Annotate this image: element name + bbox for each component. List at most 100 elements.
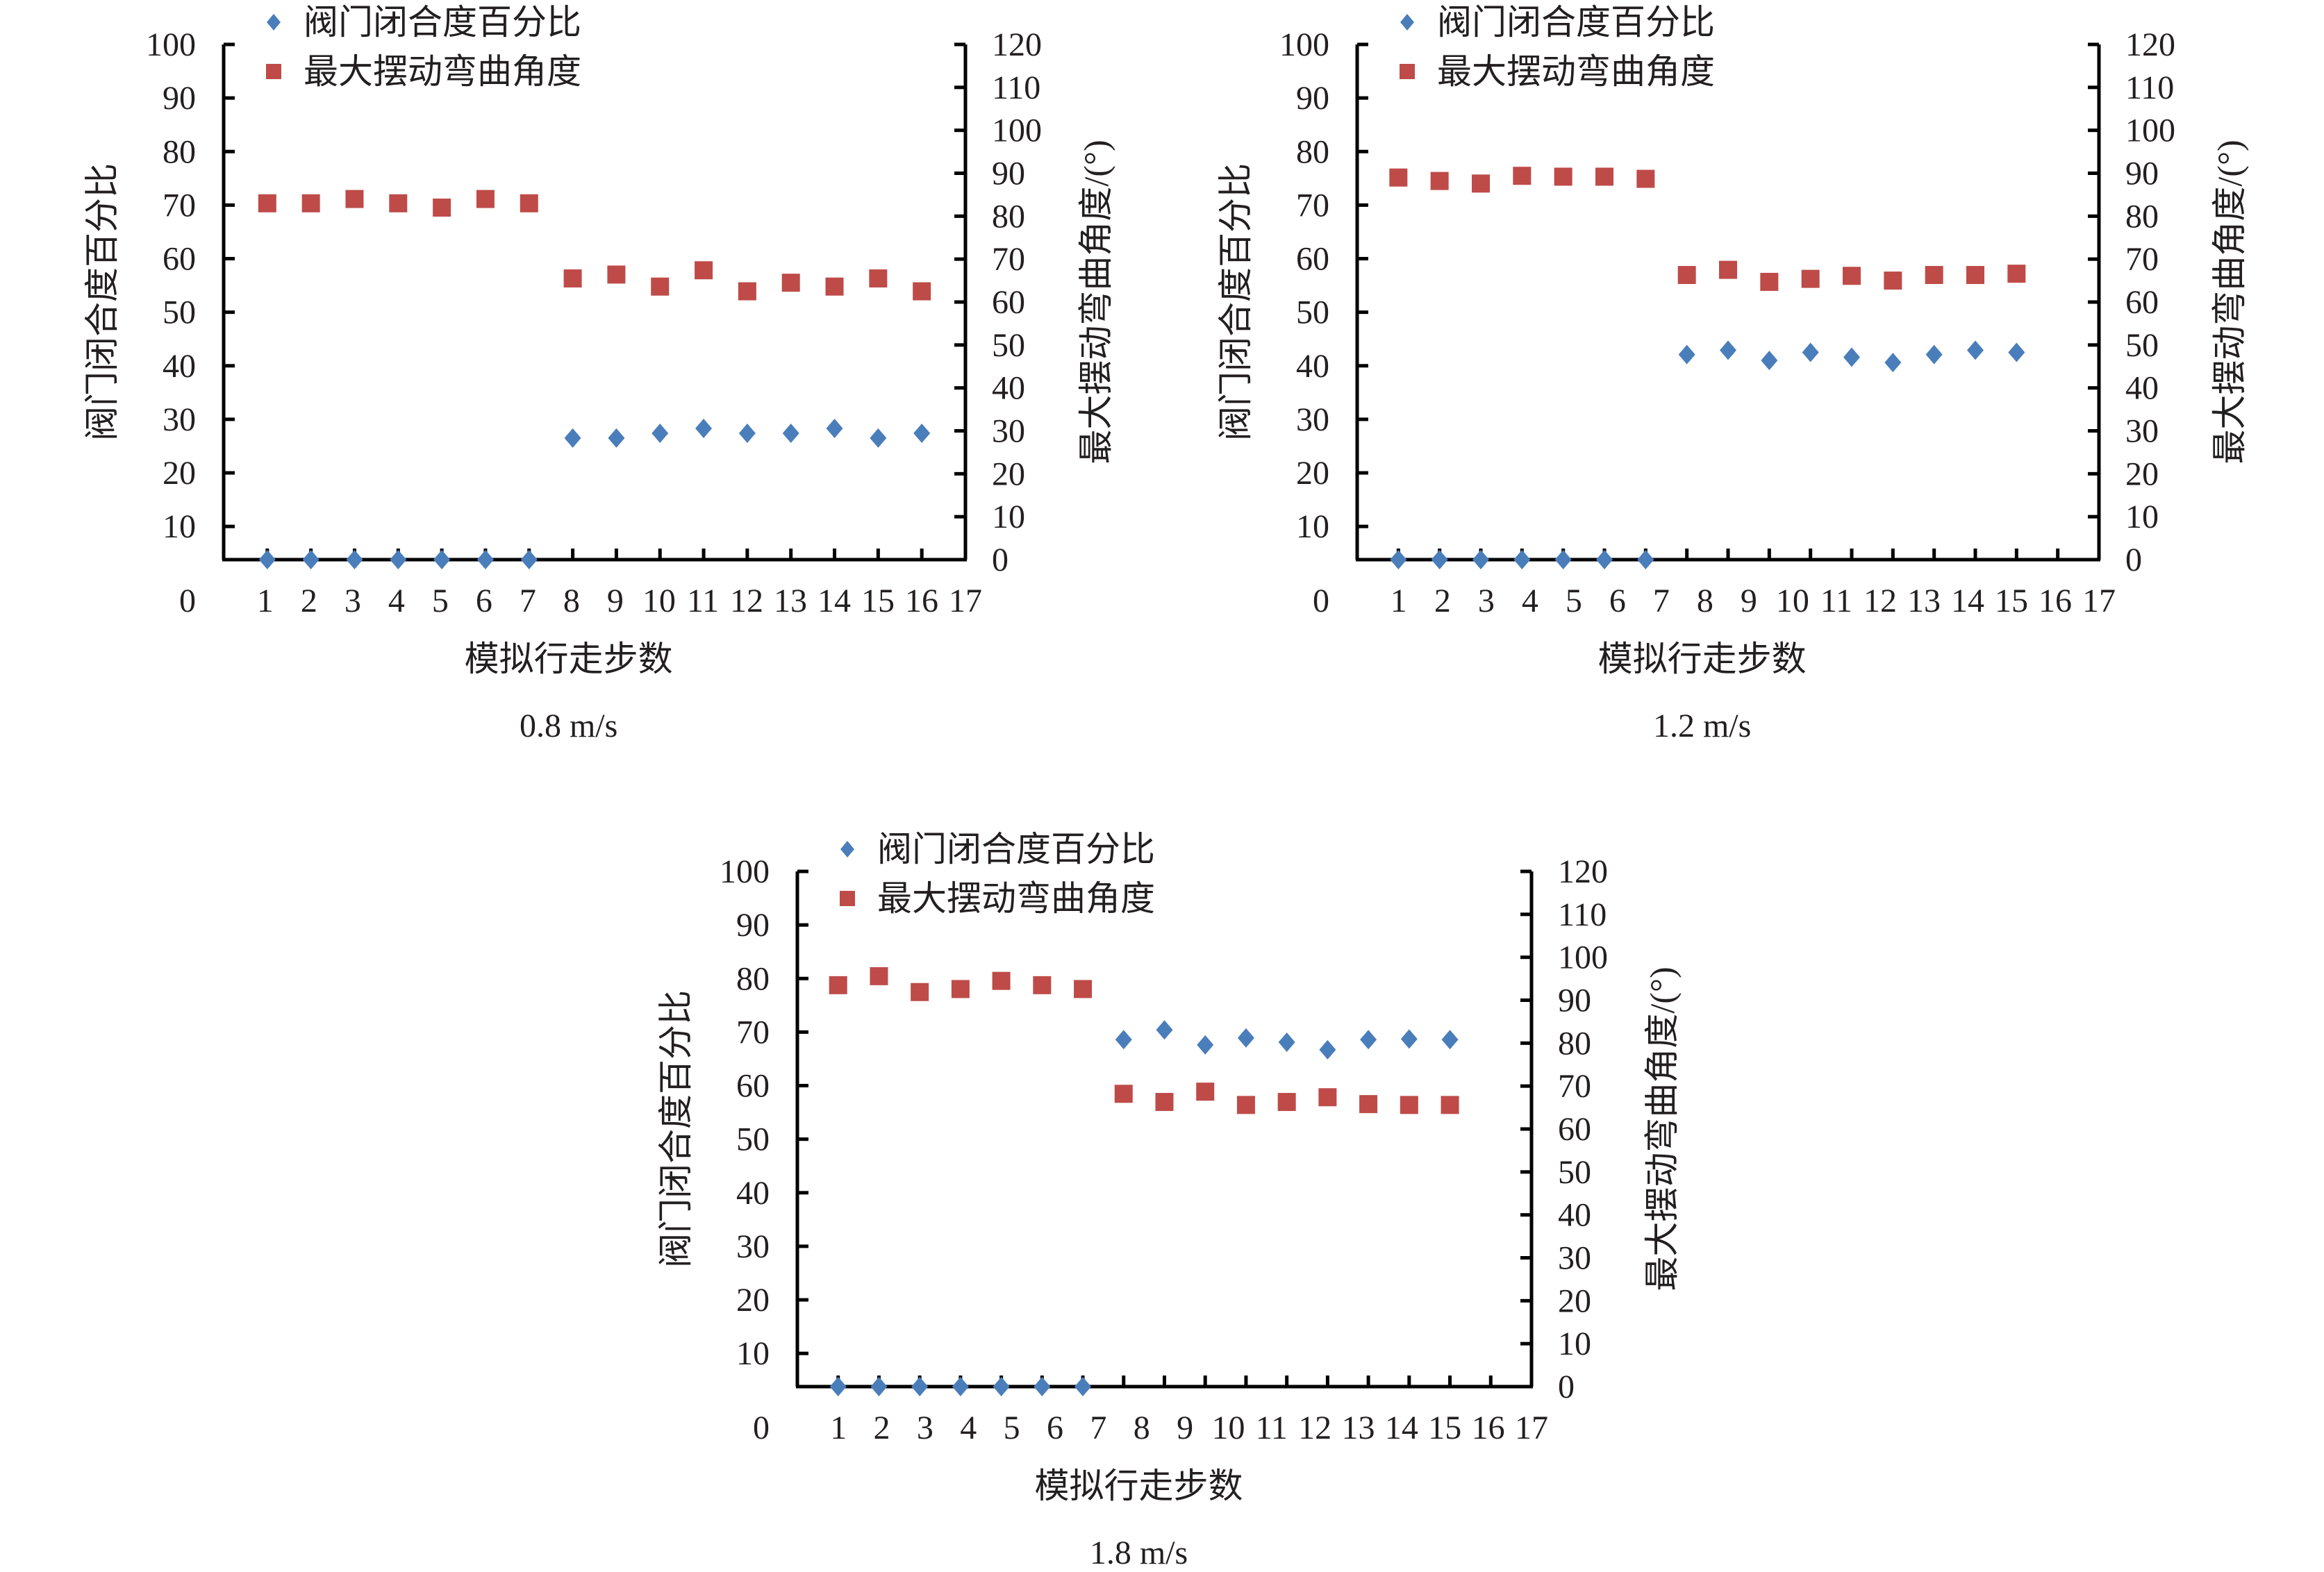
- right-tick-label: 60: [1558, 1111, 1591, 1148]
- x-tick-label: 12: [1864, 583, 1897, 619]
- left-tick-label: 40: [736, 1175, 770, 1212]
- data-point-square: [1155, 1093, 1174, 1112]
- legend-label: 最大摆动弯曲角度: [304, 52, 581, 91]
- series-max-swing-angle: [1389, 167, 2026, 291]
- chart-3: 10 20 30 40 50 60 70 80 90 100 0 0 10 20 30 40 50 60 70 80 9…: [656, 830, 1682, 1571]
- x-tick-label: 4: [960, 1410, 977, 1446]
- series-valve-closure: [829, 1020, 1459, 1396]
- right-tick-label: 40: [1558, 1197, 1591, 1234]
- x-tick-label: 1: [257, 583, 274, 619]
- right-tick-label: 30: [992, 413, 1025, 450]
- left-tick-label: 30: [163, 401, 196, 438]
- x-tick-label: 8: [1134, 1410, 1150, 1446]
- x-tick-label: 9: [1741, 583, 1757, 619]
- data-point-diamond: [1237, 1028, 1254, 1048]
- x-tick-label: 8: [563, 583, 580, 619]
- left-tick-label: 0: [1313, 583, 1329, 619]
- data-point-square: [1400, 1096, 1418, 1114]
- right-tick-label: 100: [992, 112, 1042, 149]
- data-point-square: [781, 274, 800, 292]
- right-tick-label: 120: [1558, 853, 1608, 890]
- right-tick-label: 20: [1558, 1282, 1591, 1319]
- data-point-diamond: [346, 550, 363, 569]
- left-tick-label: 80: [736, 960, 770, 997]
- right-tick-label: 110: [2125, 69, 2174, 106]
- right-tick-label: 10: [2125, 499, 2159, 535]
- x-axis-title: 模拟行走步数: [1598, 639, 1807, 678]
- data-point-diamond: [651, 423, 669, 443]
- right-tick-label: 30: [2125, 413, 2159, 450]
- chart-2: 10 20 30 40 50 60 70 80 90 100 0 0 10 20 30 40 50 60 70 80 9…: [1216, 3, 2249, 744]
- data-point-diamond: [1319, 1039, 1336, 1060]
- data-point-square: [520, 194, 538, 212]
- data-point-square: [1925, 266, 1943, 285]
- data-point-square: [951, 980, 970, 998]
- data-point-square: [389, 194, 408, 212]
- x-tick-label: 15: [861, 583, 895, 619]
- x-tick-label: 9: [1177, 1410, 1193, 1446]
- x-axis-title: 模拟行走步数: [465, 639, 673, 678]
- data-point-square: [1884, 271, 1902, 290]
- chart-1: 10 20 30 40 50 60 70 80 90 100 0 0 10 20 30 40 50 60 70 80 9…: [83, 3, 1115, 744]
- x-tick-label: 10: [1776, 583, 1809, 619]
- left-tick-label: 100: [720, 853, 770, 890]
- legend-label: 阀门闭合度百分比: [1437, 3, 1715, 42]
- x-tick-label: 13: [774, 583, 807, 619]
- left-tick-label: 100: [1279, 26, 1329, 63]
- x-tick-label: 11: [687, 583, 719, 619]
- data-point-square: [1430, 172, 1449, 190]
- data-point-diamond: [1156, 1020, 1173, 1040]
- left-tick-label: 30: [1296, 401, 1329, 438]
- left-y-axis-title: 阀门闭合度百分比: [656, 990, 695, 1268]
- right-tick-label: 60: [2125, 284, 2159, 321]
- data-point-square: [1513, 167, 1532, 185]
- left-y-axis-title: 阀门闭合度百分比: [83, 163, 122, 441]
- data-point-diamond: [1596, 550, 1613, 569]
- left-tick-label: 0: [753, 1410, 770, 1446]
- x-tick-label: 6: [1047, 1410, 1063, 1446]
- legend-label: 阀门闭合度百分比: [304, 3, 581, 42]
- data-point-square: [651, 277, 670, 296]
- data-point-square: [1595, 167, 1613, 186]
- data-point-square: [476, 190, 495, 208]
- x-axis-title: 模拟行走步数: [1035, 1466, 1243, 1505]
- data-point-diamond: [952, 1377, 969, 1396]
- data-point-diamond: [1431, 550, 1448, 569]
- data-point-diamond: [302, 550, 319, 569]
- x-tick-label: 14: [1385, 1410, 1418, 1446]
- data-point-diamond: [870, 1377, 888, 1396]
- left-tick-label: 70: [163, 187, 196, 224]
- data-point-diamond: [476, 550, 494, 569]
- data-point-diamond: [1278, 1032, 1295, 1053]
- data-point-square: [738, 282, 756, 301]
- data-point-square: [1966, 266, 1984, 285]
- left-tick-label: 60: [163, 241, 196, 278]
- x-tick-label: 16: [2039, 583, 2072, 619]
- data-point-diamond: [1074, 1377, 1092, 1396]
- data-point-diamond: [1884, 353, 1902, 373]
- right-tick-label: 110: [992, 69, 1040, 106]
- right-tick-label: 90: [2125, 156, 2159, 192]
- right-tick-label: 100: [2125, 112, 2175, 149]
- right-tick-label: 70: [2125, 241, 2159, 278]
- left-tick-label: 10: [736, 1335, 770, 1372]
- data-point-square: [869, 269, 888, 287]
- right-tick-label: 70: [1558, 1068, 1591, 1105]
- data-point-diamond: [1034, 1377, 1051, 1396]
- left-tick-label: 0: [179, 583, 196, 619]
- left-y-axis-title: 阀门闭合度百分比: [1216, 163, 1255, 441]
- chart-subtitle: 1.8 m/s: [1090, 1535, 1188, 1571]
- left-tick-label: 50: [736, 1121, 770, 1158]
- data-point-square: [1472, 174, 1490, 193]
- data-point-square: [1196, 1082, 1215, 1101]
- legend-label: 最大摆动弯曲角度: [1437, 52, 1715, 91]
- data-point-square: [1719, 260, 1737, 279]
- x-tick-label: 10: [642, 583, 676, 619]
- data-point-square: [1801, 269, 1820, 288]
- left-tick-label: 40: [1296, 348, 1329, 385]
- right-tick-label: 80: [992, 198, 1025, 235]
- x-tick-label: 13: [1907, 583, 1941, 619]
- right-tick-label: 10: [1558, 1326, 1591, 1362]
- chart-subtitle: 0.8 m/s: [520, 708, 617, 744]
